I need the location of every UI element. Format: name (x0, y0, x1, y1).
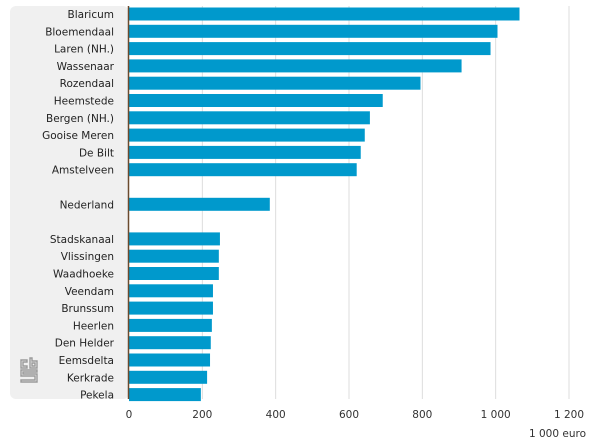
category-label: Stadskanaal (50, 234, 114, 246)
category-label: Kerkrade (67, 372, 114, 384)
bar-bloemendaal (129, 24, 498, 38)
cbs-logo-icon (20, 357, 38, 383)
label-panel (10, 6, 129, 399)
category-label: Laren (NH.) (54, 44, 114, 56)
x-tick-label: 400 (266, 409, 286, 421)
x-tick-label: 1 200 (554, 409, 584, 421)
category-label: Vlissingen (61, 251, 114, 263)
bar-stadskanaal (129, 232, 220, 246)
x-tick-label: 200 (192, 409, 212, 421)
bars (129, 7, 520, 402)
category-label: Nederland (60, 199, 114, 211)
bar-blaricum (129, 7, 520, 21)
bar-heerlen (129, 318, 212, 332)
category-label: Brunssum (61, 303, 114, 315)
x-tick-label: 800 (412, 409, 432, 421)
category-label: Wassenaar (57, 61, 115, 73)
bar-veendam (129, 284, 213, 298)
category-label: Blaricum (68, 9, 114, 21)
bar-waadhoeke (129, 267, 219, 280)
category-label: Amstelveen (52, 165, 114, 177)
category-label: Rozendaal (60, 78, 114, 90)
x-tick-label: 600 (339, 409, 359, 421)
bar-brunssum (129, 301, 213, 315)
bar-nederland (129, 197, 270, 211)
bar-gooise-meren (129, 128, 365, 142)
category-label: Waadhoeke (53, 269, 114, 281)
category-label: Den Helder (55, 338, 115, 350)
x-tick-label: 1 000 (481, 409, 511, 421)
category-label: Pekela (80, 390, 114, 402)
x-axis-label: 1 000 euro (529, 428, 586, 440)
category-label: Eemsdelta (59, 355, 114, 367)
bar-heemstede (129, 94, 383, 107)
bar-de-bilt (129, 145, 361, 159)
x-tick-label: 0 (126, 409, 133, 421)
bar-pekela (129, 388, 201, 402)
category-labels: Blaricum Bloemendaal Laren (NH.) Wassenaar R… (42, 9, 115, 402)
bar-den-helder (129, 336, 211, 350)
bar-eemsdelta (129, 353, 211, 367)
category-label: Veendam (65, 286, 114, 298)
category-label: Bergen (NH.) (46, 113, 114, 125)
category-label: Heerlen (73, 320, 114, 332)
category-label: Heemstede (54, 96, 114, 108)
bar-kerkrade (129, 370, 208, 384)
bar-wassenaar (129, 59, 462, 73)
bar-rozendaal (129, 76, 421, 90)
bar-laren-nh (129, 42, 491, 56)
bar-amstelveen (129, 163, 357, 177)
x-tick-labels: 0 200 400 600 800 1 000 1 200 (126, 409, 584, 421)
bar-vlissingen (129, 249, 219, 263)
bar-bergen-nh (129, 111, 370, 125)
category-label: Bloemendaal (45, 26, 114, 38)
category-label: De Bilt (79, 147, 114, 159)
category-label: Gooise Meren (42, 130, 114, 142)
